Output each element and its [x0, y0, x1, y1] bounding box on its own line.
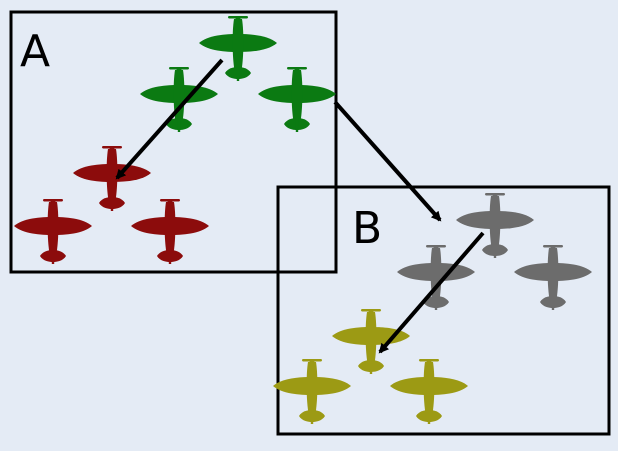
arrow-panel-a-to-panel-b [333, 100, 442, 222]
panel-b-label: B [352, 203, 382, 254]
panel-a: A [9, 10, 338, 274]
airplane-icon [258, 67, 336, 132]
airplane-icon [131, 199, 209, 264]
arrow-b-lead-to-follower [378, 231, 485, 354]
formation-b-follower [273, 309, 468, 424]
airplane-icon [514, 245, 592, 310]
panel-a-frame [9, 10, 338, 274]
airplane-icon [273, 359, 351, 424]
formation-b-lead [397, 193, 592, 310]
panel-a-label: A [20, 26, 50, 77]
panel-b-frame [276, 185, 611, 436]
panel-b: B [273, 185, 611, 436]
airplane-icon [14, 199, 92, 264]
airplane-icon [332, 309, 410, 374]
arrow-a-lead-to-follower [115, 58, 224, 180]
formation-a-follower [14, 146, 209, 264]
airplane-icon [390, 359, 468, 424]
formation-a-lead [140, 16, 336, 132]
